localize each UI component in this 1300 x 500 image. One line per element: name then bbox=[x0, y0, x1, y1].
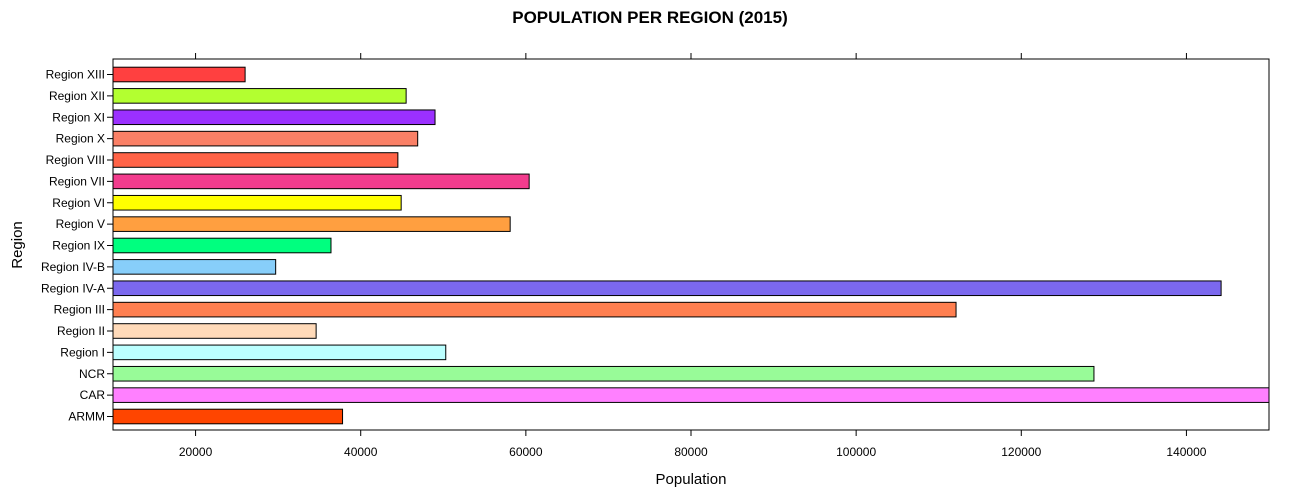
x-tick-label: 100000 bbox=[836, 445, 876, 459]
y-tick-label: NCR bbox=[79, 367, 105, 381]
x-axis-label: Population bbox=[656, 471, 727, 488]
bar bbox=[112, 109, 436, 126]
bar bbox=[112, 259, 277, 275]
y-tick-label: Region I bbox=[60, 345, 105, 359]
x-tick-label: 60000 bbox=[509, 445, 543, 459]
y-tick-label: Region V bbox=[56, 217, 105, 231]
y-tick-label: CAR bbox=[80, 388, 106, 402]
bar bbox=[112, 194, 402, 211]
y-tick-label: Region III bbox=[54, 303, 105, 317]
bar bbox=[112, 301, 957, 318]
x-tick-label: 40000 bbox=[344, 445, 378, 459]
y-axis-ticks: ARMM CAR NCR Region I Region II Region III Reg… bbox=[41, 68, 113, 424]
bar bbox=[112, 344, 447, 361]
bar bbox=[112, 323, 317, 339]
x-tick-label: 140000 bbox=[1166, 445, 1206, 459]
bar bbox=[112, 408, 344, 425]
y-tick-label: Region IX bbox=[52, 239, 105, 253]
bar bbox=[112, 130, 419, 147]
bars-layer bbox=[112, 66, 1270, 425]
chart-title: POPULATION PER REGION (2015) bbox=[512, 8, 788, 27]
y-tick-label: Region X bbox=[56, 132, 105, 146]
bar bbox=[112, 66, 246, 83]
y-tick-label: Region XI bbox=[52, 110, 105, 124]
bar bbox=[112, 237, 332, 254]
bar bbox=[112, 216, 511, 232]
y-tick-label: Region XII bbox=[49, 89, 105, 103]
bar bbox=[112, 173, 530, 190]
bar bbox=[112, 280, 1222, 297]
x-tick-label: 20000 bbox=[179, 445, 213, 459]
y-tick-label: Region VI bbox=[52, 196, 105, 210]
y-tick-label: Region II bbox=[57, 324, 105, 338]
x-axis-ticks: 20000 40000 60000 80000 100000 120000 140000 bbox=[179, 53, 1207, 459]
y-tick-label: Region VII bbox=[49, 174, 105, 188]
y-tick-label: ARMM bbox=[68, 410, 105, 424]
bar bbox=[112, 152, 399, 168]
bar bbox=[112, 88, 407, 104]
y-axis-label: Region bbox=[9, 221, 26, 269]
bar bbox=[112, 365, 1095, 382]
x-tick-label: 80000 bbox=[674, 445, 708, 459]
y-tick-label: Region IV-A bbox=[41, 281, 105, 295]
x-tick-label: 120000 bbox=[1001, 445, 1041, 459]
bar bbox=[112, 387, 1270, 403]
y-tick-label: Region XIII bbox=[46, 68, 105, 82]
plot-frame bbox=[112, 58, 1270, 431]
y-tick-label: Region VIII bbox=[46, 153, 105, 167]
y-tick-label: Region IV-B bbox=[41, 260, 105, 274]
